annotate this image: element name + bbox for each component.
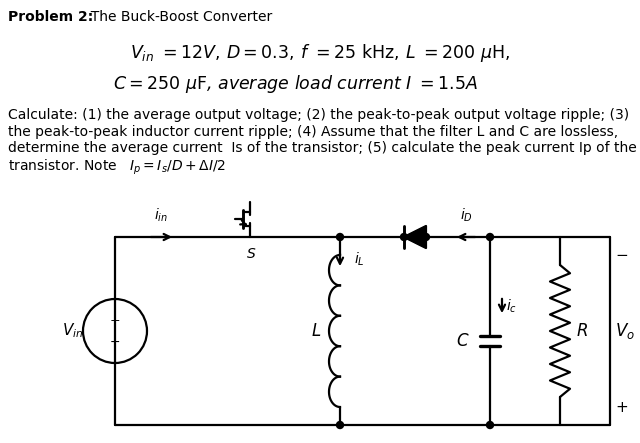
Circle shape (337, 233, 344, 241)
Text: $V_{in}$: $V_{in}$ (62, 322, 84, 340)
Text: −: − (109, 335, 120, 349)
Text: The Buck-Boost Converter: The Buck-Boost Converter (82, 10, 272, 24)
Text: $C=250\ \mu\mathrm{F}$, average load current $I\ =1.5A$: $C=250\ \mu\mathrm{F}$, average load cur… (113, 73, 477, 95)
Polygon shape (404, 226, 426, 248)
Text: $i_{in}$: $i_{in}$ (154, 206, 168, 224)
Circle shape (422, 233, 429, 241)
Circle shape (486, 233, 493, 241)
Text: $V_{in}\ =12V,\,D=0.3,\,f\ =25\ \mathrm{kHz},\,L\ =200\ \mu\mathrm{H},$: $V_{in}\ =12V,\,D=0.3,\,f\ =25\ \mathrm{… (130, 42, 510, 64)
Text: −: − (615, 248, 628, 263)
Text: S: S (246, 247, 255, 261)
Text: R: R (576, 322, 588, 340)
Text: $i_L$: $i_L$ (354, 250, 365, 268)
Text: C: C (456, 332, 468, 350)
Text: +: + (615, 400, 628, 415)
Text: $i_D$: $i_D$ (460, 206, 472, 224)
Text: transistor. Note   $I_p=I_s/D+\Delta I/2$: transistor. Note $I_p=I_s/D+\Delta I/2$ (8, 158, 226, 177)
Text: the peak-to-peak inductor current ripple; (4) Assume that the filter L and C are: the peak-to-peak inductor current ripple… (8, 124, 618, 139)
Circle shape (401, 233, 408, 241)
Text: $V_o$: $V_o$ (615, 321, 635, 341)
Text: +: + (109, 315, 120, 327)
Circle shape (486, 421, 493, 428)
Text: L: L (312, 322, 321, 340)
Text: $i_c$: $i_c$ (506, 297, 517, 315)
Text: determine the average current  Is of the transistor; (5) calculate the peak curr: determine the average current Is of the … (8, 141, 637, 155)
Circle shape (337, 421, 344, 428)
Text: Calculate: (1) the average output voltage; (2) the peak-to-peak output voltage r: Calculate: (1) the average output voltag… (8, 108, 629, 122)
Text: Problem 2:: Problem 2: (8, 10, 93, 24)
